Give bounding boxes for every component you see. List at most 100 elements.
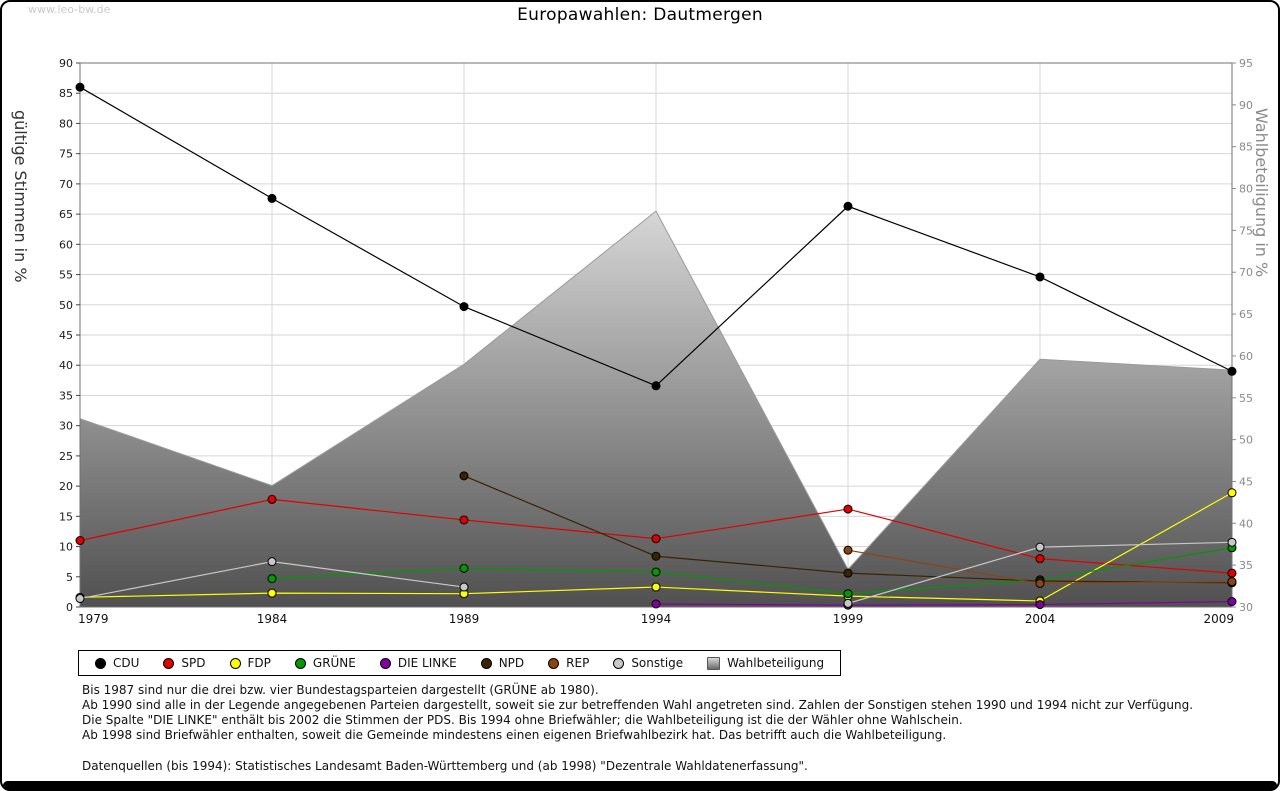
data-point-sonstige [75,594,85,604]
svg-text:70: 70 [59,178,73,191]
data-point-cdu [459,302,469,312]
legend-dot-icon [163,657,175,669]
legend-item-fdp: FDP [229,656,271,670]
svg-text:75: 75 [1239,224,1253,237]
svg-text:65: 65 [59,208,73,221]
svg-text:35: 35 [59,389,73,402]
svg-text:15: 15 [59,510,73,523]
window-bottom-edge [3,781,1277,790]
data-point-fdp [1227,488,1237,498]
series-cdu [75,82,1237,391]
axis-labels: 0 5 10 15 20 25 30 35 40 45 50 55 60 65 70 75 80 85 90 30 35… [59,57,1253,625]
svg-text:5: 5 [66,571,73,584]
legend-dot-icon [548,657,560,669]
data-point-npd [843,568,853,578]
legend-item-rep: REP [548,656,589,670]
svg-text:0: 0 [66,601,73,614]
svg-text:30: 30 [1239,601,1253,614]
legend-label: DIE LINKE [397,656,457,670]
series-sonstige [75,537,1237,608]
svg-text:1999: 1999 [833,612,864,625]
data-point-sonstige [843,598,853,608]
legend-label: NPD [498,656,525,670]
legend-label: Sonstige [631,656,684,670]
svg-text:1994: 1994 [641,612,672,625]
note-line: Bis 1987 sind nur die drei bzw. vier Bun… [82,683,599,697]
legend-item-grüne: GRÜNE [294,656,356,670]
legend-label: FDP [247,656,271,670]
legend-item-sonstige: Sonstige [613,656,683,670]
svg-text:35: 35 [1239,559,1253,572]
svg-text:50: 50 [59,299,73,312]
legend-area-swatch-icon [707,656,721,670]
data-point-grüne [459,563,469,573]
legend-dot-icon [613,657,625,669]
svg-text:20: 20 [59,480,73,493]
right-axis-title: Wahlbeteiligung in % [1252,108,1271,277]
data-point-cdu [1227,366,1237,376]
watermark-leo-bw: www.leo-bw.de [28,3,111,16]
legend-label: SPD [181,656,206,670]
data-point-cdu [843,201,853,211]
legend-label: REP [566,656,590,670]
turnout-area-series [79,210,1233,608]
legend-item-npd: NPD [480,656,525,670]
data-point-grüne [843,589,853,599]
legend-item-wahlbeteiligung: Wahlbeteiligung [707,656,824,670]
data-source-note: Datenquellen (bis 1994): Statistisches L… [82,759,808,773]
svg-text:70: 70 [1239,266,1253,279]
svg-text:45: 45 [1239,475,1253,488]
data-point-cdu [1035,272,1045,282]
svg-text:55: 55 [1239,392,1253,405]
data-point-sonstige [459,582,469,592]
data-point-fdp [267,588,277,598]
data-point-spd [459,515,469,525]
svg-text:85: 85 [1239,141,1253,154]
data-point-rep [843,545,853,555]
svg-text:80: 80 [59,117,73,130]
series-rep [843,545,1237,588]
data-point-sonstige [1035,542,1045,552]
data-point-cdu [267,193,277,203]
svg-text:1989: 1989 [449,612,480,625]
svg-text:95: 95 [1239,57,1253,70]
data-point-npd [651,551,661,561]
chart-notes: Bis 1987 sind nur die drei bzw. vier Bun… [82,683,1264,774]
svg-text:40: 40 [1239,517,1253,530]
data-point-grüne [267,574,277,584]
svg-text:40: 40 [59,359,73,372]
svg-text:85: 85 [59,87,73,100]
data-point-die-linke [651,599,661,609]
series-spd [75,494,1237,578]
svg-text:1979: 1979 [78,612,109,625]
data-point-rep [1227,577,1237,587]
data-point-die-linke [1035,600,1045,610]
svg-text:30: 30 [59,420,73,433]
svg-text:45: 45 [59,329,73,342]
data-point-sonstige [1227,537,1237,547]
svg-text:80: 80 [1239,183,1253,196]
data-point-fdp [651,582,661,592]
legend-item-die-linke: DIE LINKE [379,656,457,670]
legend-dot-icon [95,657,106,669]
data-point-cdu [75,82,85,92]
svg-text:25: 25 [59,450,73,463]
data-point-die-linke [1227,597,1237,607]
svg-text:90: 90 [1239,99,1253,112]
svg-text:2009: 2009 [1203,612,1234,625]
election-line-chart: 0 5 10 15 20 25 30 35 40 45 50 55 60 65 70 75 80 85 90 30 35… [11,57,1271,625]
data-point-spd [843,504,853,514]
legend-dot-icon [480,657,492,669]
legend-dot-icon [379,657,391,669]
legend-item-spd: SPD [163,656,206,670]
svg-text:2004: 2004 [1025,612,1056,625]
svg-text:65: 65 [1239,308,1253,321]
legend-label: GRÜNE [312,656,356,670]
svg-text:10: 10 [59,541,73,554]
data-point-spd [651,534,661,544]
legend-item-cdu: CDU [95,656,139,670]
data-point-cdu [651,381,661,391]
data-point-npd [459,471,469,481]
legend-label: Wahlbeteiligung [727,656,825,670]
